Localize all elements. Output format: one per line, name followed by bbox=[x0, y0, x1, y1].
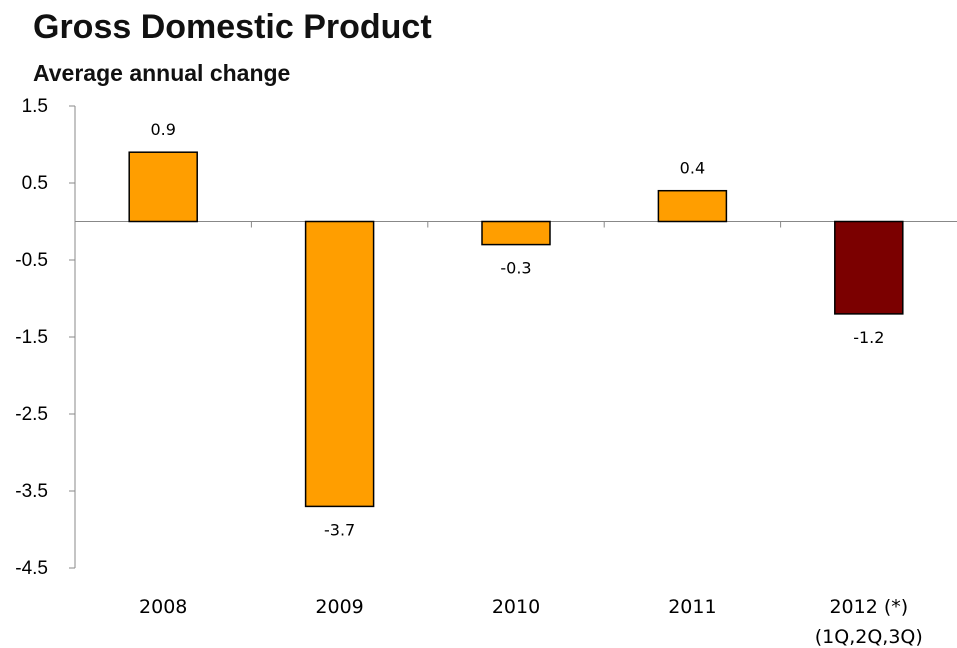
data-label: -1.2 bbox=[853, 328, 884, 347]
data-label: 0.4 bbox=[680, 159, 705, 178]
bar bbox=[834, 220, 904, 315]
y-tick-label: -2.5 bbox=[15, 404, 48, 425]
bar bbox=[481, 220, 551, 246]
chart-title: Gross Domestic Product bbox=[33, 8, 432, 46]
x-category-label: 2010 bbox=[492, 596, 540, 618]
y-tick-label: -1.5 bbox=[15, 327, 48, 348]
y-tick-label: -0.5 bbox=[15, 250, 48, 271]
x-category-label: 2011 bbox=[668, 596, 716, 618]
chart-subtitle: Average annual change bbox=[33, 60, 291, 86]
x-category-label: 2009 bbox=[315, 596, 363, 618]
data-label: -3.7 bbox=[324, 520, 355, 539]
bar bbox=[304, 220, 375, 508]
x-category-label: 2008 bbox=[139, 596, 187, 618]
x-category-label: (1Q,2Q,3Q) bbox=[815, 626, 923, 648]
y-tick-label: -4.5 bbox=[15, 558, 48, 579]
y-tick-label: 0.5 bbox=[22, 173, 48, 194]
bar bbox=[657, 189, 728, 223]
y-tick-label: -3.5 bbox=[15, 481, 48, 502]
bar bbox=[128, 151, 198, 223]
data-label: 0.9 bbox=[150, 120, 175, 139]
x-category-label: 2012 (*) bbox=[829, 596, 908, 618]
data-label: -0.3 bbox=[500, 259, 531, 278]
y-tick-label: 1.5 bbox=[22, 96, 48, 117]
